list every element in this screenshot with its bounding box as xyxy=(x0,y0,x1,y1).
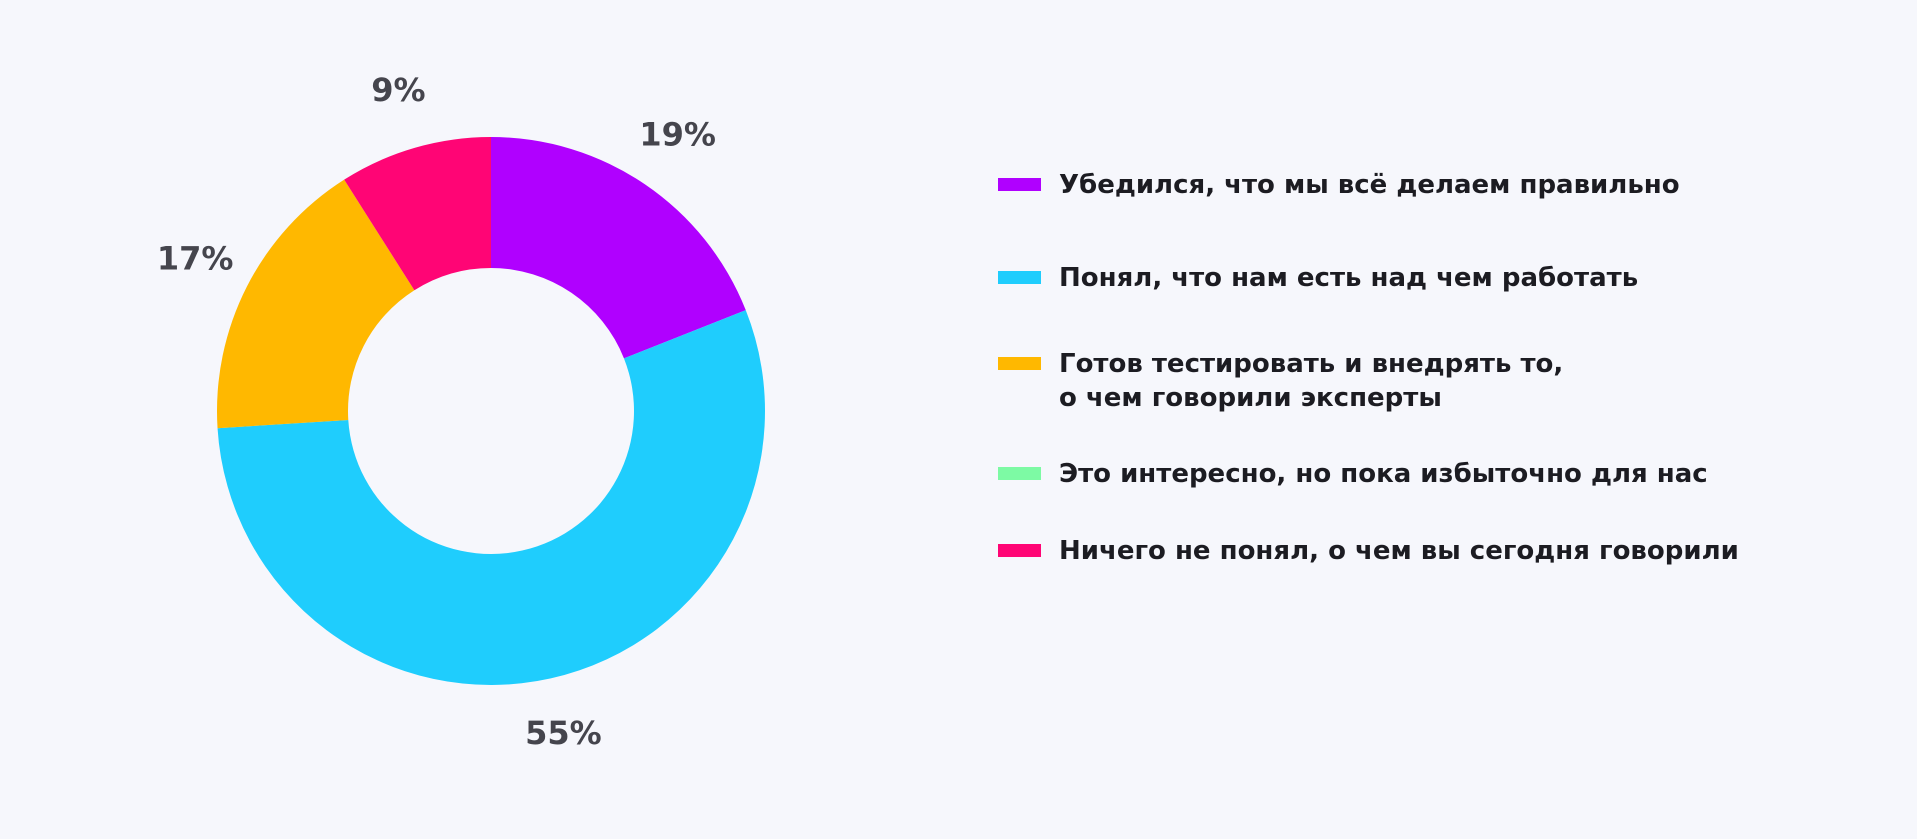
donut-slice-5 xyxy=(344,137,491,291)
slice-percent-label: 17% xyxy=(157,239,234,277)
legend-item-3: Готов тестировать и внедрять то, о чем г… xyxy=(998,347,1563,415)
legend-item-1: Убедился, что мы всё делаем правильно xyxy=(998,168,1680,202)
legend-label: Убедился, что мы всё делаем правильно xyxy=(1059,170,1680,200)
legend-label: Готов тестировать и внедрять то, о чем г… xyxy=(1059,349,1564,413)
donut-slice-1 xyxy=(491,137,746,359)
legend-swatch-cyan xyxy=(998,271,1041,284)
legend-label: Это интересно, но пока избыточно для нас xyxy=(1059,459,1708,489)
slice-percent-label: 55% xyxy=(525,714,602,752)
legend-swatch-purple xyxy=(998,178,1041,191)
slice-percent-label: 9% xyxy=(371,71,425,109)
legend-swatch-yellow xyxy=(998,357,1041,370)
legend-swatch-pink xyxy=(998,544,1041,557)
legend-label: Ничего не понял, о чем вы сегодня говори… xyxy=(1059,536,1739,566)
legend-swatch-green xyxy=(998,467,1041,480)
legend-label: Понял, что нам есть над чем работать xyxy=(1059,263,1639,293)
legend-item-2: Понял, что нам есть над чем работать xyxy=(998,261,1638,295)
slice-percent-label: 19% xyxy=(639,115,716,153)
donut-slice-2 xyxy=(217,310,766,686)
legend-item-4: Это интересно, но пока избыточно для нас xyxy=(998,457,1708,491)
donut-slice-3 xyxy=(217,179,415,429)
legend-item-5: Ничего не понял, о чем вы сегодня говори… xyxy=(998,534,1739,568)
